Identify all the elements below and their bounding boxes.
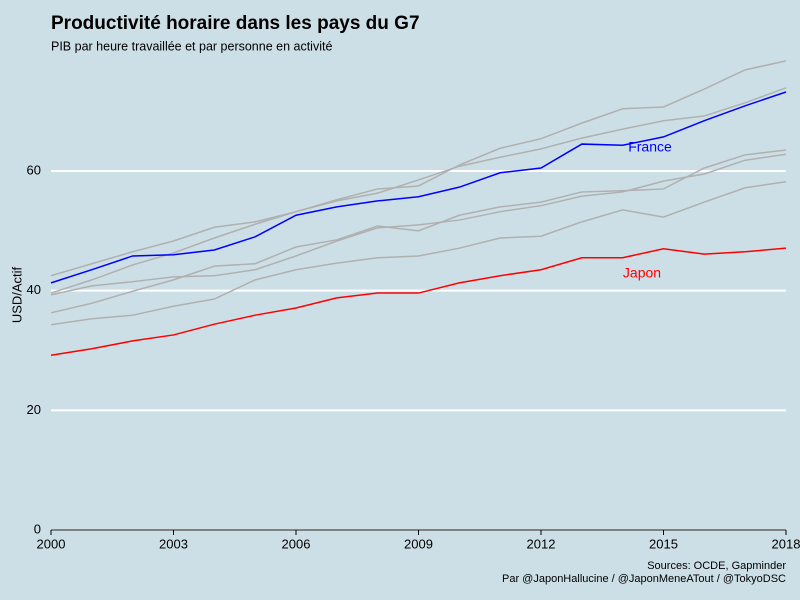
series-line (50, 181, 787, 326)
caption: Sources: OCDE, Gapminder (647, 560, 786, 572)
series-line (50, 153, 787, 296)
series-line (50, 87, 787, 294)
series-line (50, 91, 787, 284)
chart-title: Productivité horaire dans les pays du G7 (51, 13, 420, 34)
series-label: France (628, 139, 672, 155)
series-line (50, 60, 787, 277)
series-line (50, 247, 787, 357)
y-tick-label: 40 (27, 282, 41, 297)
x-tick-label: 2018 (772, 536, 800, 551)
x-tick-label: 2015 (649, 536, 678, 551)
y-axis-label: USD/Actif (9, 266, 24, 323)
y-tick-label: 20 (27, 402, 41, 417)
chart-subtitle: PIB par heure travaillée et par personne… (51, 39, 332, 53)
y-tick-label: 0 (34, 521, 41, 536)
x-tick-label: 2003 (159, 536, 188, 551)
y-tick-label: 60 (27, 162, 41, 177)
x-tick-label: 2012 (527, 536, 556, 551)
caption: Par @JaponHallucine / @JaponMeneATout / … (502, 573, 786, 585)
x-tick-label: 2009 (404, 536, 433, 551)
series-line (50, 149, 787, 314)
x-tick-label: 2000 (37, 536, 66, 551)
x-tick-label: 2006 (282, 536, 311, 551)
series-label: Japon (623, 265, 661, 281)
